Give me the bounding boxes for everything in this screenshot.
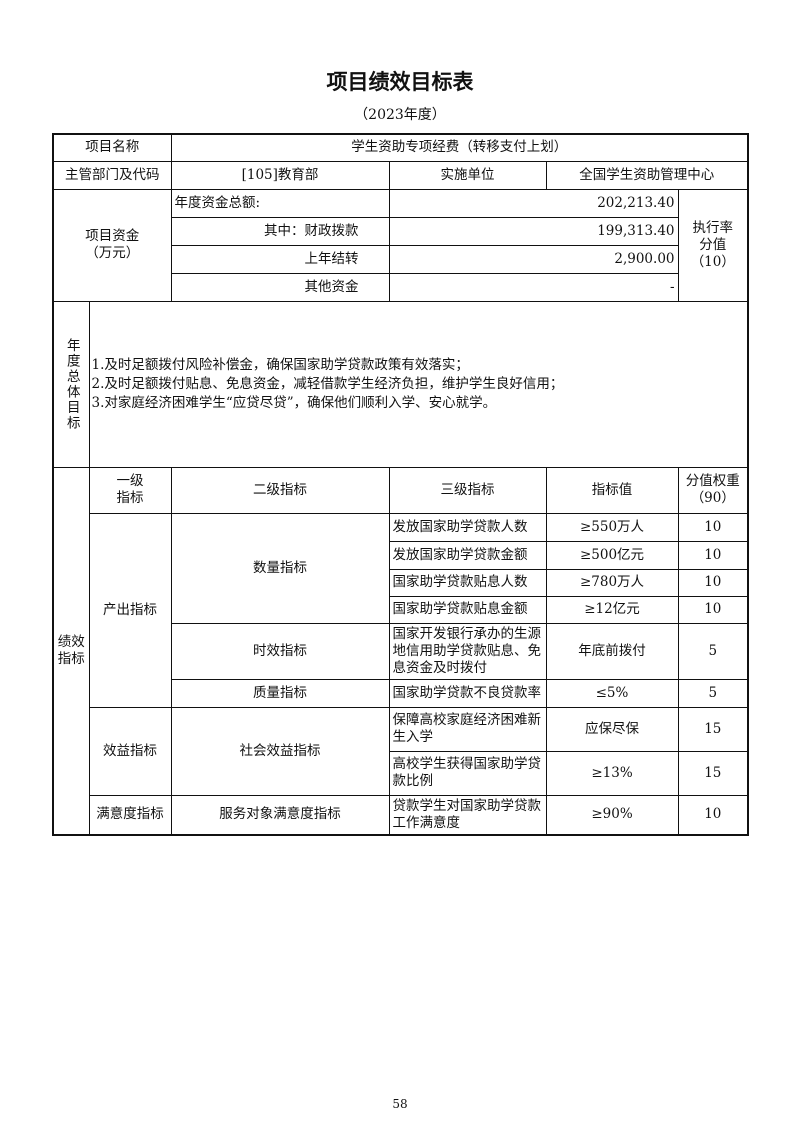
l1-satisfaction: 满意度指标 [88,794,172,836]
goal-item: 2.及时足额拨付贴息、免息资金，减轻借款学生经济负担，维护学生良好信用； [91,375,564,392]
project-name-label: 项目名称 [52,133,172,162]
l3-weight: 10 [677,540,749,570]
funds-carry-label: 上年结转 [170,244,390,274]
l3-value: ≥500亿元 [545,540,679,570]
header-l1: 一级 指标 [88,466,172,514]
l3-value: ≥550万人 [545,512,679,542]
l2-timeliness: 时效指标 [170,622,390,680]
funds-other-label: 其他资金 [170,272,390,302]
l3-weight: 15 [677,706,749,752]
page-title: 项目绩效目标表 [326,70,474,94]
funds-label: 项目资金 （万元） [52,188,172,302]
l3-value: ≥12亿元 [545,595,679,624]
page-number: 58 [392,1097,408,1111]
funds-other: - [388,272,679,302]
l2-quantity: 数量指标 [170,512,390,624]
page-subtitle: （2023年度） [354,107,446,123]
goal-item: 1.及时足额拨付风险补偿金，确保国家助学贷款政策有效落实； [91,356,469,373]
l2-quality: 质量指标 [170,678,390,708]
l3-value: ≥780万人 [545,568,679,597]
l2-service: 服务对象满意度指标 [170,794,390,836]
l3-value: 应保尽保 [545,706,679,752]
l3-name: 国家助学贷款不良贷款率 [388,678,547,708]
l3-weight: 10 [677,794,749,836]
header-weight: 分值权重 （90） [677,466,749,514]
header-l2: 二级指标 [170,466,390,514]
performance-table: 项目名称 学生资助专项经费（转移支付上划） 主管部门及代码 [105]教育部 实… [52,133,750,836]
l3-value: ≥13% [545,750,679,796]
l3-name: 保障高校家庭经济困难新生入学 [388,706,547,752]
dept-value: [105]教育部 [170,160,390,190]
l3-weight: 5 [677,622,749,680]
l3-name: 发放国家助学贷款金额 [388,540,547,570]
funds-fiscal-label: 其中：财政拨款 [170,216,390,246]
header-value: 指标值 [545,466,679,514]
impl-label: 实施单位 [388,160,547,190]
goal-item: 3.对家庭经济困难学生“应贷尽贷”，确保他们顺利入学、安心就学。 [91,394,497,411]
l3-value: ≤5% [545,678,679,708]
rate-label: 执行率 分值 （10） [677,188,749,302]
funds-total: 202,213.40 [388,188,679,218]
goals-label: 年度总体目标 [52,300,90,468]
goals-content: 1.及时足额拨付风险补偿金，确保国家助学贷款政策有效落实； 2.及时足额拨付贴息… [88,300,749,468]
l3-value: 年底前拨付 [545,622,679,680]
funds-fiscal: 199,313.40 [388,216,679,246]
l3-weight: 10 [677,595,749,624]
funds-total-label: 年度资金总额: [170,188,390,218]
indicators-label: 绩效指标 [52,466,90,836]
project-name: 学生资助专项经费（转移支付上划） [170,133,749,162]
l3-name: 高校学生获得国家助学贷款比例 [388,750,547,796]
l3-weight: 15 [677,750,749,796]
l3-weight: 5 [677,678,749,708]
l1-output: 产出指标 [88,512,172,708]
l3-name: 贷款学生对国家助学贷款工作满意度 [388,794,547,836]
funds-carry: 2,900.00 [388,244,679,274]
l3-weight: 10 [677,568,749,597]
l3-value: ≥90% [545,794,679,836]
l3-weight: 10 [677,512,749,542]
l3-name: 国家助学贷款贴息金额 [388,595,547,624]
l2-social: 社会效益指标 [170,706,390,796]
l3-name: 发放国家助学贷款人数 [388,512,547,542]
l3-name: 国家开发银行承办的生源地信用助学贷款贴息、免息资金及时拨付 [388,622,547,680]
l3-name: 国家助学贷款贴息人数 [388,568,547,597]
impl-value: 全国学生资助管理中心 [545,160,749,190]
dept-label: 主管部门及代码 [52,160,172,190]
header-l3: 三级指标 [388,466,547,514]
l1-benefit: 效益指标 [88,706,172,796]
